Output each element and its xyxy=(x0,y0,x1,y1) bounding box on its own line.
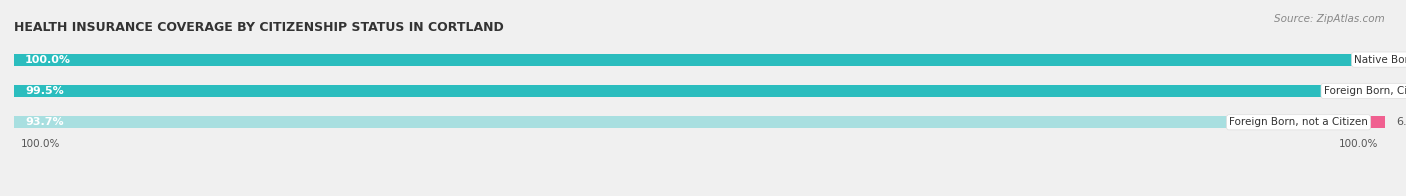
Bar xyxy=(14,54,1385,65)
Text: 93.7%: 93.7% xyxy=(25,117,63,127)
Text: 100.0%: 100.0% xyxy=(25,54,72,65)
Text: 0.0%: 0.0% xyxy=(1396,54,1406,65)
Bar xyxy=(14,85,1378,97)
Text: 0.53%: 0.53% xyxy=(1396,86,1406,96)
Text: Native Born: Native Born xyxy=(1354,54,1406,65)
Text: Source: ZipAtlas.com: Source: ZipAtlas.com xyxy=(1274,14,1385,24)
Bar xyxy=(14,85,1385,97)
Text: HEALTH INSURANCE COVERAGE BY CITIZENSHIP STATUS IN CORTLAND: HEALTH INSURANCE COVERAGE BY CITIZENSHIP… xyxy=(14,21,503,34)
Bar xyxy=(1378,85,1385,97)
Bar xyxy=(14,116,1385,128)
Text: Foreign Born, Citizen: Foreign Born, Citizen xyxy=(1323,86,1406,96)
Text: Foreign Born, not a Citizen: Foreign Born, not a Citizen xyxy=(1229,117,1368,127)
Text: 6.3%: 6.3% xyxy=(1396,117,1406,127)
Bar xyxy=(14,54,1385,65)
Text: 100.0%: 100.0% xyxy=(1339,139,1378,149)
Bar xyxy=(1299,116,1385,128)
Text: 100.0%: 100.0% xyxy=(21,139,60,149)
Bar xyxy=(14,116,1299,128)
Text: 99.5%: 99.5% xyxy=(25,86,63,96)
